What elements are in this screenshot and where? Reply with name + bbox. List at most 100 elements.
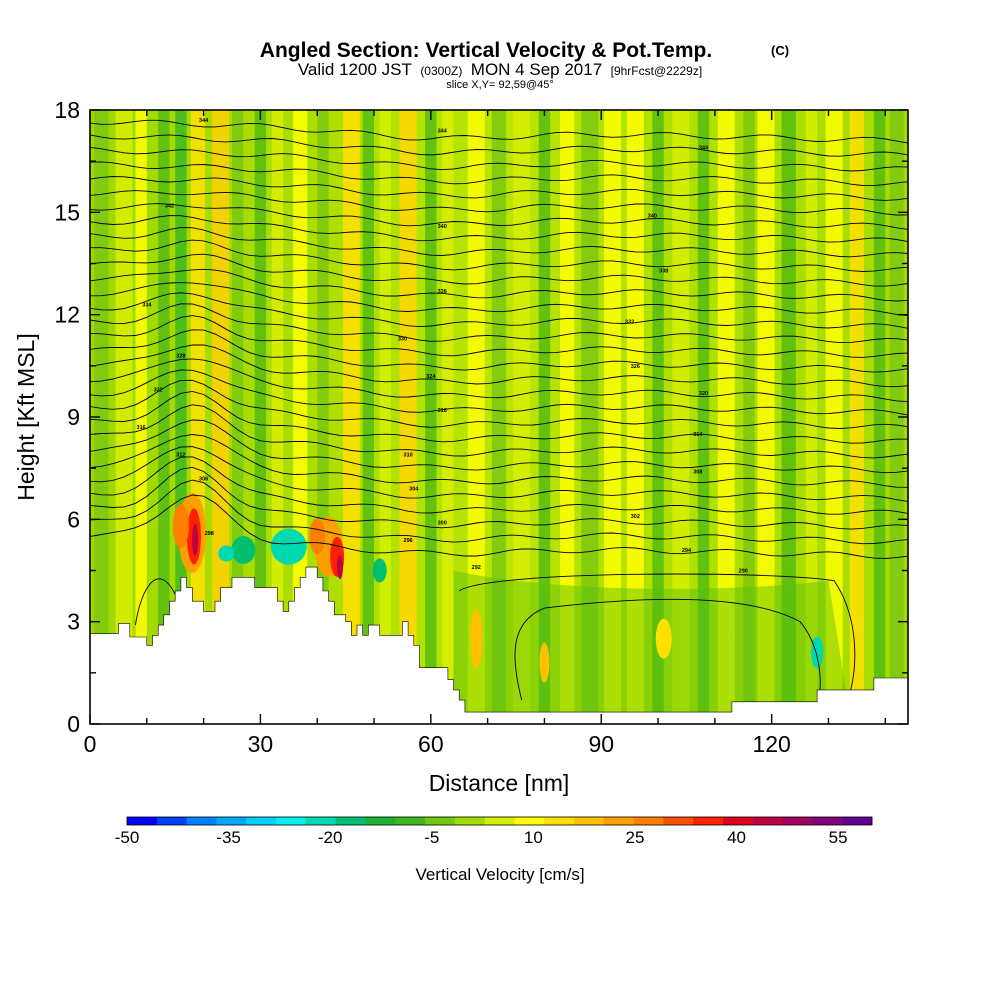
colorbar-swatch xyxy=(842,817,873,825)
theta-contour-label: 332 xyxy=(625,319,634,325)
y-tick-label: 9 xyxy=(67,404,80,430)
y-axis-ticks: 0 3 6 9 12 15 18 xyxy=(54,97,908,737)
theta-contour-label: 320 xyxy=(699,391,708,397)
colorbar-swatch xyxy=(276,817,307,825)
theta-contour-label: 336 xyxy=(438,289,447,295)
theta-contour-label: 344 xyxy=(199,118,209,124)
terrain-mask xyxy=(90,566,908,724)
theta-contour-label: 324 xyxy=(426,374,436,380)
theta-contour-line xyxy=(90,369,908,416)
vv-band xyxy=(805,110,818,724)
plot-area: 344 344 344 342 340 340 338 336 334 332 330 328 326 3… xyxy=(90,110,908,724)
colorbar-frame xyxy=(126,816,873,826)
vv-band xyxy=(873,110,886,724)
colorbar-swatch xyxy=(186,817,217,825)
colorbar-swatch xyxy=(574,817,605,825)
colorbar-tick-label: -20 xyxy=(318,828,343,847)
theta-contour-line xyxy=(90,119,908,144)
vv-band xyxy=(158,110,170,724)
vv-band xyxy=(560,110,575,724)
theta-contour-line xyxy=(90,390,908,444)
theta-contour-label: 296 xyxy=(404,538,413,544)
vv-band xyxy=(467,110,485,724)
colorbar-label: Vertical Velocity [cm/s] xyxy=(415,865,584,884)
theta-contour-line xyxy=(90,176,908,201)
updraft-core xyxy=(470,608,483,669)
theta-contour-line xyxy=(90,419,908,474)
forecast-info: [9hrFcst@2229z] xyxy=(611,64,703,78)
colorbar-swatch xyxy=(544,817,575,825)
colorbar-swatch xyxy=(723,817,754,825)
colorbar-tick-labels: -50 -35 -20 -5 10 25 40 55 xyxy=(115,828,848,847)
theta-contour-line xyxy=(90,329,908,373)
vv-band xyxy=(849,110,864,724)
vv-band xyxy=(362,110,375,724)
theta-contour-label: 326 xyxy=(631,364,640,370)
theta-contour-line xyxy=(90,268,908,302)
colorbar-tick-label: -50 xyxy=(115,828,140,847)
valid-time-line: Valid 1200 JST (0300Z) MON 4 Sep 2017 [9… xyxy=(298,60,702,79)
x-axis-label: Distance [nm] xyxy=(429,770,570,796)
colorbar-swatch xyxy=(425,817,456,825)
slice-info: slice X,Y= 92,59@45° xyxy=(446,79,554,91)
theta-contour-label: 294 xyxy=(682,548,692,554)
theta-contour-label: 292 xyxy=(472,565,481,571)
updraft-core xyxy=(336,555,343,580)
vv-band xyxy=(538,110,551,724)
theta-contour-line xyxy=(90,282,908,317)
y-tick-label: 3 xyxy=(67,609,80,635)
colorbar-swatch xyxy=(812,817,843,825)
y-tick-label: 18 xyxy=(54,97,80,123)
theta-contour-label: 318 xyxy=(438,408,447,414)
colorbar-swatch xyxy=(305,817,336,825)
theta-contour-line xyxy=(458,573,856,704)
colorbar-swatch xyxy=(454,817,485,825)
vv-band xyxy=(271,110,284,724)
updraft-core xyxy=(172,504,189,549)
valid-date: MON 4 Sep 2017 xyxy=(471,60,602,79)
y-tick-label: 0 xyxy=(67,711,80,737)
vv-band xyxy=(697,110,710,724)
vv-band xyxy=(743,110,755,724)
vv-band xyxy=(781,110,796,724)
theta-contour-line xyxy=(90,379,908,429)
updraft-core xyxy=(309,518,326,555)
theta-contour-line xyxy=(90,344,908,388)
colorbar-swatch xyxy=(246,817,277,825)
x-tick-label: 0 xyxy=(84,731,97,757)
x-axis-ticks: 0 30 60 90 120 xyxy=(84,110,886,757)
theta-contour-label: 338 xyxy=(659,268,668,274)
theta-contour-label: 344 xyxy=(699,146,709,152)
theta-contour-line xyxy=(90,434,908,488)
theta-contour-line xyxy=(90,215,908,243)
theta-contour-line xyxy=(90,161,908,187)
updraft-core xyxy=(655,618,672,659)
colorbar-tick-label: 40 xyxy=(727,828,746,847)
theta-contour-label: 322 xyxy=(154,388,163,394)
valid-utc: (0300Z) xyxy=(420,64,462,78)
terrain-profile xyxy=(90,566,908,724)
vv-band xyxy=(442,110,454,724)
theta-contour-line xyxy=(90,315,908,358)
colorbar-swatch xyxy=(216,817,247,825)
x-tick-label: 90 xyxy=(588,731,614,757)
theta-contour-label: 300 xyxy=(438,521,447,527)
theta-contour-line xyxy=(90,466,908,530)
theta-contour-line xyxy=(90,456,908,515)
vv-band xyxy=(425,110,437,724)
y-tick-label: 12 xyxy=(54,302,80,328)
y-tick-label: 15 xyxy=(54,199,80,225)
theta-contour-line xyxy=(514,598,821,704)
x-tick-label: 60 xyxy=(418,731,444,757)
theta-contour-label: 308 xyxy=(693,470,702,476)
colorbar-swatch xyxy=(365,817,396,825)
theta-contour-label: 314 xyxy=(693,432,703,438)
vv-band xyxy=(317,110,329,724)
theta-contour-line xyxy=(90,404,908,459)
theta-contour-line xyxy=(90,146,908,172)
theta-contour-label: 298 xyxy=(205,531,214,537)
vv-band xyxy=(581,110,599,724)
colorbar-tick-label: -35 xyxy=(216,828,241,847)
